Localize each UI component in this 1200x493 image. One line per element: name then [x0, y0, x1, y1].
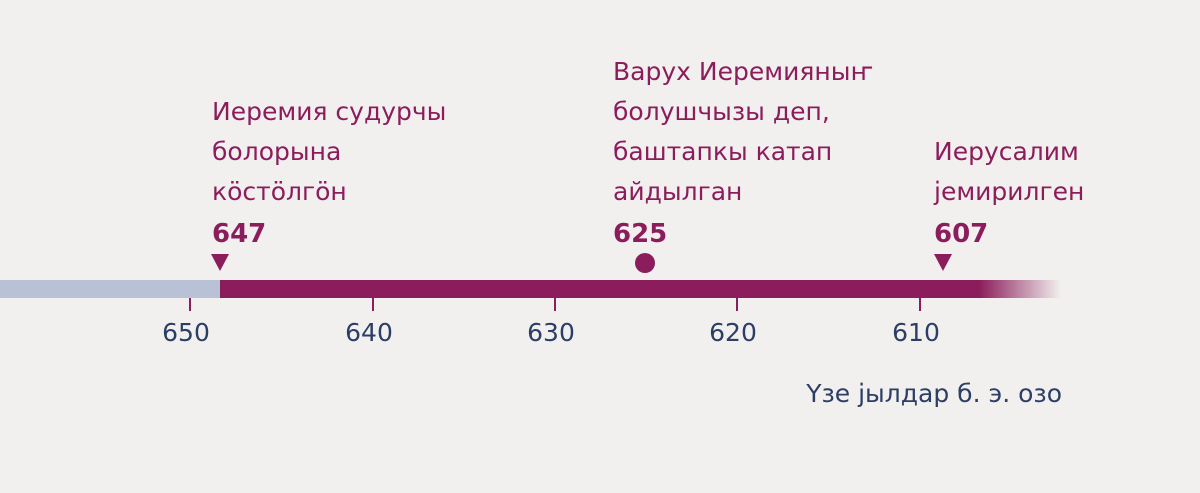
event-text: Иерусалим	[934, 137, 1079, 166]
event-text: кӧстӧлгӧн	[212, 177, 347, 206]
event-text: јемирилген	[933, 177, 1084, 206]
event-marker	[635, 253, 655, 273]
event-text: Иеремия судурчы	[212, 97, 446, 126]
tick-label: 650	[162, 318, 210, 347]
event-marker	[934, 254, 952, 271]
event-text: баштапкы катап	[613, 137, 832, 166]
tick-label: 620	[709, 318, 757, 347]
tick-label: 640	[345, 318, 393, 347]
event-text: болушчызы деп,	[613, 97, 830, 126]
event-text: Варух Иеремияныҥ	[613, 57, 872, 86]
event-marker	[211, 254, 229, 271]
axis-bar	[220, 280, 980, 298]
axis-fade	[979, 280, 1061, 298]
event-year: 607	[934, 219, 988, 249]
tick-label: 630	[527, 318, 575, 347]
axis-label: Үзе јылдар б. э. озо	[805, 379, 1062, 408]
tick-label: 610	[892, 318, 940, 347]
event-text: болорына	[212, 137, 341, 166]
axis-past	[0, 280, 220, 298]
event-year: 625	[613, 219, 667, 249]
event-text: айдылган	[613, 177, 742, 206]
event-year: 647	[212, 219, 266, 249]
